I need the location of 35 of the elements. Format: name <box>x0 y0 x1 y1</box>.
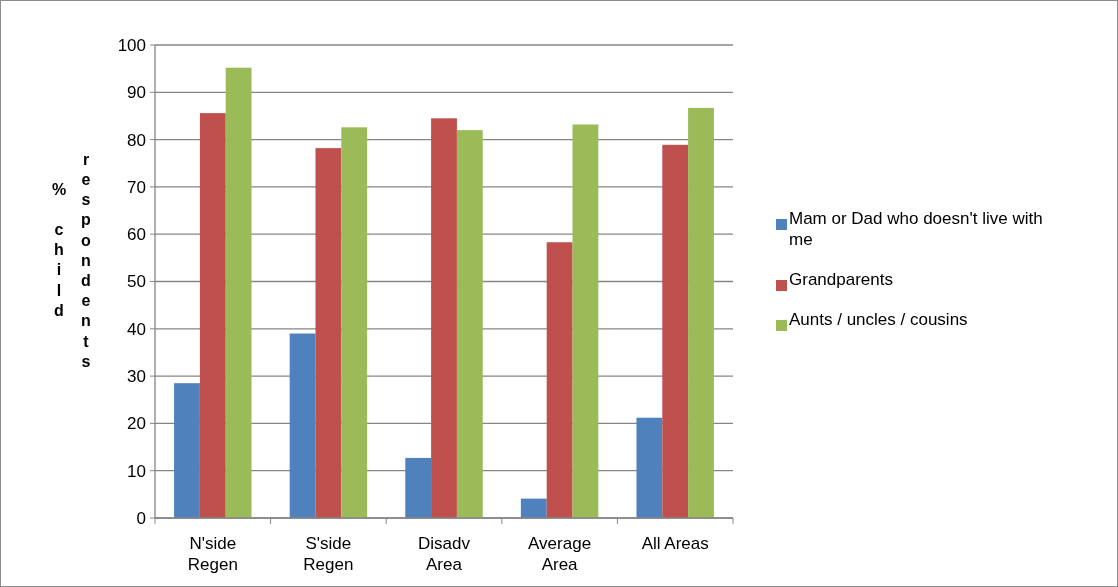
x-tick-label: Average Area <box>528 534 592 574</box>
y-tick-label: 70 <box>127 177 146 197</box>
x-tick-label: N'side Regen <box>187 534 238 574</box>
y-tick-label: 90 <box>127 83 146 103</box>
bar <box>572 124 599 518</box>
bar <box>199 113 226 518</box>
bar <box>688 107 714 518</box>
y-tick-label: 10 <box>127 461 146 481</box>
bar <box>174 383 200 518</box>
y-tick-label: 60 <box>127 225 146 245</box>
y-tick-label: 80 <box>127 130 146 150</box>
y-axis-title: % child respondents <box>50 150 95 373</box>
y-tick-label: 30 <box>127 367 146 387</box>
legend-label: Grandparents <box>789 270 893 289</box>
y-tick-label: 100 <box>117 35 146 55</box>
bar <box>520 498 547 518</box>
bar <box>636 417 663 518</box>
bar <box>431 118 457 518</box>
legend-label: Aunts / uncles / cousins <box>789 310 968 329</box>
y-tick-label: 50 <box>127 272 146 292</box>
y-tick-label: 20 <box>127 414 146 434</box>
legend-label: Mam or Dad who doesn't live with me <box>789 209 1043 249</box>
bar <box>546 242 573 518</box>
bar <box>289 333 316 518</box>
bar <box>662 144 689 518</box>
x-tick-label: All Areas <box>641 534 709 553</box>
x-tick-label: S'side Regen <box>303 534 354 574</box>
y-tick-label: 0 <box>136 508 146 528</box>
bar <box>225 67 252 518</box>
bar <box>405 457 432 518</box>
y-tick-label: 40 <box>127 319 146 339</box>
x-tick-label: Disadv Area <box>418 534 471 574</box>
bar <box>341 127 368 518</box>
bar <box>315 148 342 518</box>
bar <box>456 130 483 518</box>
